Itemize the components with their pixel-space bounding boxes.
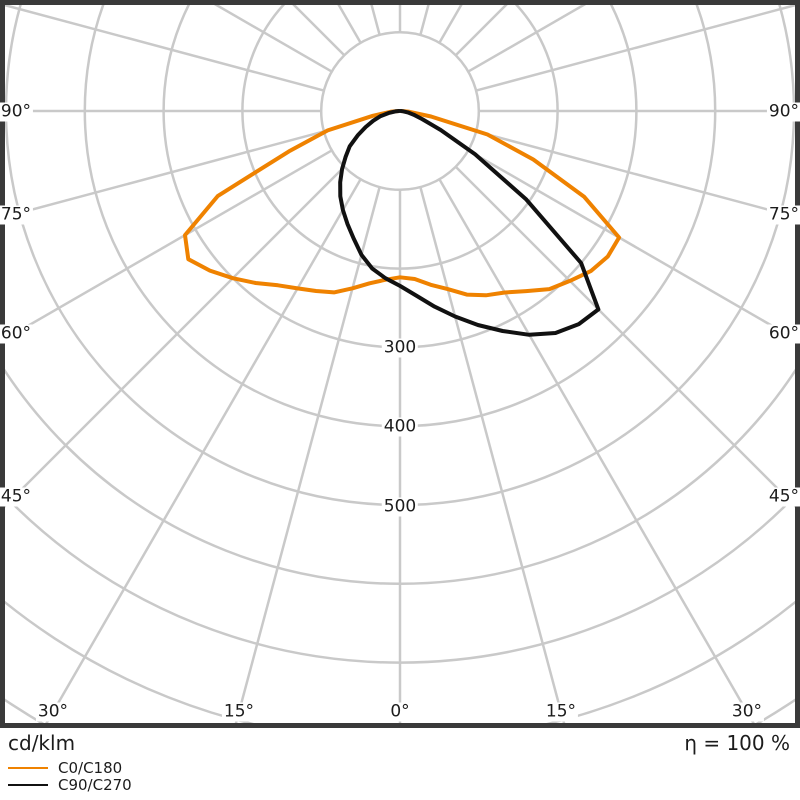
legend-label-c0-c180: C0/C180 [58,759,123,777]
legend-label-c90-c270: C90/C270 [58,776,132,794]
legend-item-c0-c180: C0/C180 [8,760,132,776]
polar-ray [370,5,381,36]
polar-ray [454,165,795,508]
polar-ray [5,149,333,341]
units-label: cd/klm [8,731,76,755]
polar-ray [419,5,430,36]
polar-ray [467,5,587,73]
curve-c90-c270 [338,109,601,337]
curve-c0-c180 [183,109,622,298]
polar-ray [467,149,795,341]
polar-ray [5,5,325,92]
polar-ray [5,165,346,508]
efficiency-label: η = 100 % [684,731,790,755]
polar-ray [475,5,795,92]
polar-ray [5,130,325,219]
polar-ray [213,5,333,73]
legend-line-c90-c270 [8,784,48,786]
polar-ray [475,130,795,219]
legend-line-c0-c180 [8,767,48,769]
polar-ray [438,178,757,726]
legend-item-c90-c270: C90/C270 [8,777,132,793]
chart-frame [0,0,800,728]
polar-ray [233,186,381,726]
polar-ray [419,186,567,726]
polar-chart [0,0,800,728]
legend: C0/C180 C90/C270 [8,760,132,793]
polar-ray [43,178,362,726]
